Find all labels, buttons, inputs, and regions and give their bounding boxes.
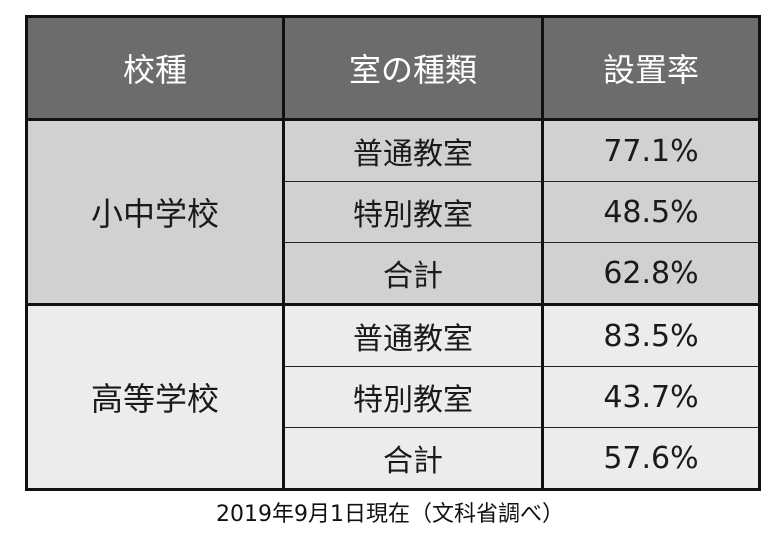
room-type-cell: 特別教室 xyxy=(283,366,544,428)
rate-cell: 83.5% xyxy=(542,303,760,367)
installation-rate-table: 校種 室の種類 設置率 小中学校 普通教室 77.1% 特別教室 48.5% 合… xyxy=(25,15,761,491)
school-type-cell: 高等学校 xyxy=(26,303,285,490)
rate-cell: 48.5% xyxy=(542,181,760,243)
table-row: 高等学校 普通教室 83.5% xyxy=(26,303,760,490)
school-type-cell: 小中学校 xyxy=(26,118,285,305)
room-type-cell: 特別教室 xyxy=(283,181,544,243)
source-caption: 2019年9月1日現在（文科省調べ） xyxy=(216,502,564,527)
header-installation-rate: 設置率 xyxy=(542,16,760,121)
header-row: 校種 室の種類 設置率 xyxy=(26,16,760,121)
header-room-type: 室の種類 xyxy=(283,16,544,121)
rate-cell: 57.6% xyxy=(542,427,760,490)
header-school-type: 校種 xyxy=(26,16,285,121)
table-row: 合計 57.6% xyxy=(27,427,760,490)
rate-cell: 77.1% xyxy=(542,118,760,182)
room-type-cell: 合計 xyxy=(283,242,544,305)
table-row: 特別教室 43.7% xyxy=(27,366,760,428)
room-type-cell: 普通教室 xyxy=(283,118,544,182)
table-row: 小中学校 普通教室 77.1% xyxy=(26,118,760,305)
room-type-cell: 合計 xyxy=(283,427,544,490)
rate-cell: 62.8% xyxy=(542,242,760,305)
room-type-cell: 普通教室 xyxy=(283,303,544,367)
table-row: 特別教室 48.5% xyxy=(27,181,760,243)
rate-cell: 43.7% xyxy=(542,366,760,428)
